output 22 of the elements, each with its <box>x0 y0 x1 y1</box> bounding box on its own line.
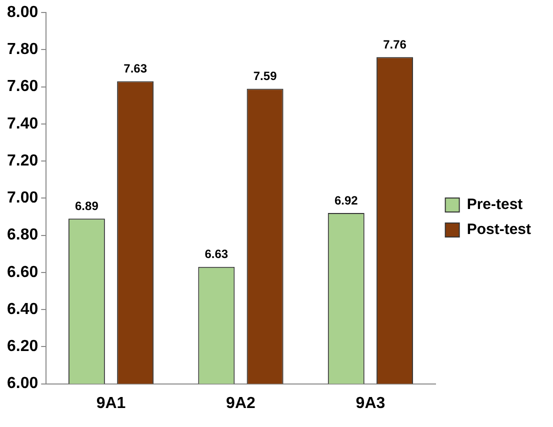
data-label: 7.63 <box>124 62 148 76</box>
legend-label: Post-test <box>466 221 532 238</box>
y-tick-label: 6.40 <box>7 300 38 318</box>
y-tick-label: 7.40 <box>7 115 38 132</box>
data-label: 6.63 <box>204 247 228 262</box>
x-tick-label: 9A2 <box>226 394 256 412</box>
y-tick-label: 8.00 <box>7 4 38 22</box>
data-label: 6.92 <box>334 193 358 208</box>
y-tick-label: 6.80 <box>7 226 38 244</box>
x-tick-label: 9A1 <box>96 394 126 412</box>
y-tick-label: 7.60 <box>7 78 38 96</box>
data-label: 7.59 <box>253 69 278 84</box>
y-tick-label: 7.80 <box>7 41 38 58</box>
x-tick-label: 9A3 <box>356 394 386 412</box>
y-tick-label: 6.00 <box>7 375 38 392</box>
y-tick-label: 7.00 <box>7 190 38 207</box>
legend-label: Pre-test <box>466 196 523 214</box>
data-label: 6.89 <box>75 198 99 213</box>
y-tick-label: 7.20 <box>7 152 38 170</box>
y-tick-label: 6.60 <box>7 264 38 281</box>
y-tick-label: 6.20 <box>7 338 38 356</box>
data-label: 7.76 <box>383 37 407 52</box>
